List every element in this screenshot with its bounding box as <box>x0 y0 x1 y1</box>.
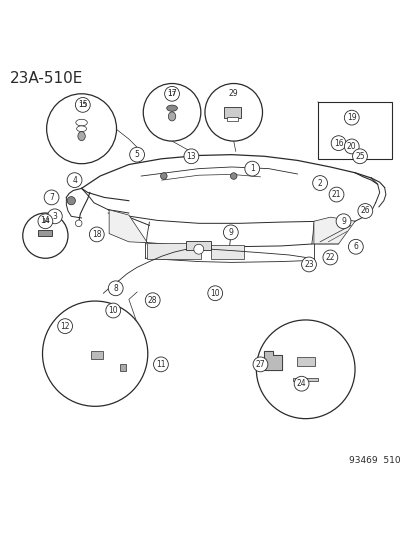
Circle shape <box>348 239 362 254</box>
Text: 7: 7 <box>49 193 54 202</box>
Circle shape <box>108 281 123 296</box>
FancyBboxPatch shape <box>317 102 391 159</box>
Text: 20: 20 <box>346 142 356 151</box>
Text: 12: 12 <box>60 321 70 330</box>
FancyBboxPatch shape <box>38 230 52 236</box>
Circle shape <box>344 139 358 154</box>
Text: 29: 29 <box>228 89 238 98</box>
Circle shape <box>129 147 144 162</box>
Circle shape <box>322 250 337 265</box>
Text: 23: 23 <box>304 260 313 269</box>
Ellipse shape <box>78 132 85 141</box>
Text: 16: 16 <box>333 139 342 148</box>
Text: 4: 4 <box>72 176 77 184</box>
Ellipse shape <box>76 119 87 126</box>
Text: 17: 17 <box>167 89 176 98</box>
Circle shape <box>207 286 222 301</box>
Text: 17: 17 <box>167 91 176 97</box>
Text: 1: 1 <box>249 164 254 173</box>
Circle shape <box>145 293 160 308</box>
FancyBboxPatch shape <box>186 241 211 250</box>
Circle shape <box>328 187 343 202</box>
Circle shape <box>47 209 62 224</box>
Polygon shape <box>109 210 147 243</box>
Circle shape <box>252 357 267 372</box>
Polygon shape <box>313 217 354 244</box>
Text: 23A-510E: 23A-510E <box>9 71 83 86</box>
Circle shape <box>23 213 68 259</box>
Circle shape <box>183 149 198 164</box>
Text: 19: 19 <box>346 113 356 122</box>
FancyBboxPatch shape <box>91 351 102 359</box>
Circle shape <box>75 220 82 227</box>
Circle shape <box>57 319 72 334</box>
Text: 15: 15 <box>78 102 87 108</box>
Circle shape <box>330 136 345 150</box>
FancyBboxPatch shape <box>147 244 200 259</box>
Circle shape <box>44 190 59 205</box>
Ellipse shape <box>166 105 177 111</box>
Text: 21: 21 <box>331 190 340 199</box>
Circle shape <box>164 86 179 101</box>
Text: 28: 28 <box>147 296 157 305</box>
Polygon shape <box>263 351 281 370</box>
Ellipse shape <box>168 112 176 121</box>
Circle shape <box>230 173 237 179</box>
Text: 14: 14 <box>41 219 50 224</box>
Text: 18: 18 <box>92 230 101 239</box>
Circle shape <box>160 173 167 179</box>
Circle shape <box>335 214 350 229</box>
Text: 22: 22 <box>325 253 334 262</box>
Circle shape <box>89 227 104 242</box>
Text: 13: 13 <box>186 152 196 161</box>
Circle shape <box>75 98 90 112</box>
Text: 26: 26 <box>360 206 369 215</box>
Text: 27: 27 <box>255 360 265 369</box>
Circle shape <box>344 110 358 125</box>
Circle shape <box>256 320 354 418</box>
Circle shape <box>204 84 262 141</box>
Text: 10: 10 <box>108 306 118 315</box>
FancyBboxPatch shape <box>119 364 126 371</box>
FancyBboxPatch shape <box>226 117 237 120</box>
FancyBboxPatch shape <box>224 107 240 118</box>
Circle shape <box>67 197 75 205</box>
Circle shape <box>153 357 168 372</box>
Circle shape <box>47 94 116 164</box>
Circle shape <box>312 175 327 190</box>
Text: 10: 10 <box>210 289 219 298</box>
Text: 5: 5 <box>134 150 139 159</box>
Text: 15: 15 <box>78 100 88 109</box>
Circle shape <box>223 225 237 240</box>
Circle shape <box>143 84 200 141</box>
Text: 24: 24 <box>296 379 306 388</box>
Text: 8: 8 <box>113 284 118 293</box>
Text: 11: 11 <box>156 360 165 369</box>
Circle shape <box>67 173 82 188</box>
Circle shape <box>106 303 120 318</box>
Text: 9: 9 <box>228 228 233 237</box>
Ellipse shape <box>76 126 86 132</box>
Text: 9: 9 <box>340 217 345 226</box>
Text: 2: 2 <box>317 179 322 188</box>
FancyBboxPatch shape <box>211 245 243 259</box>
Circle shape <box>294 376 308 391</box>
Circle shape <box>357 204 372 219</box>
Circle shape <box>244 161 259 176</box>
Text: 14: 14 <box>40 216 50 225</box>
FancyBboxPatch shape <box>293 377 317 381</box>
Circle shape <box>38 214 53 229</box>
Text: 25: 25 <box>354 152 364 161</box>
Text: 3: 3 <box>52 212 57 221</box>
FancyBboxPatch shape <box>296 357 314 366</box>
Text: 93469  510: 93469 510 <box>348 456 399 465</box>
Circle shape <box>43 301 147 406</box>
Text: 6: 6 <box>353 243 357 251</box>
Circle shape <box>352 149 366 164</box>
Circle shape <box>301 257 316 272</box>
Circle shape <box>193 244 203 254</box>
